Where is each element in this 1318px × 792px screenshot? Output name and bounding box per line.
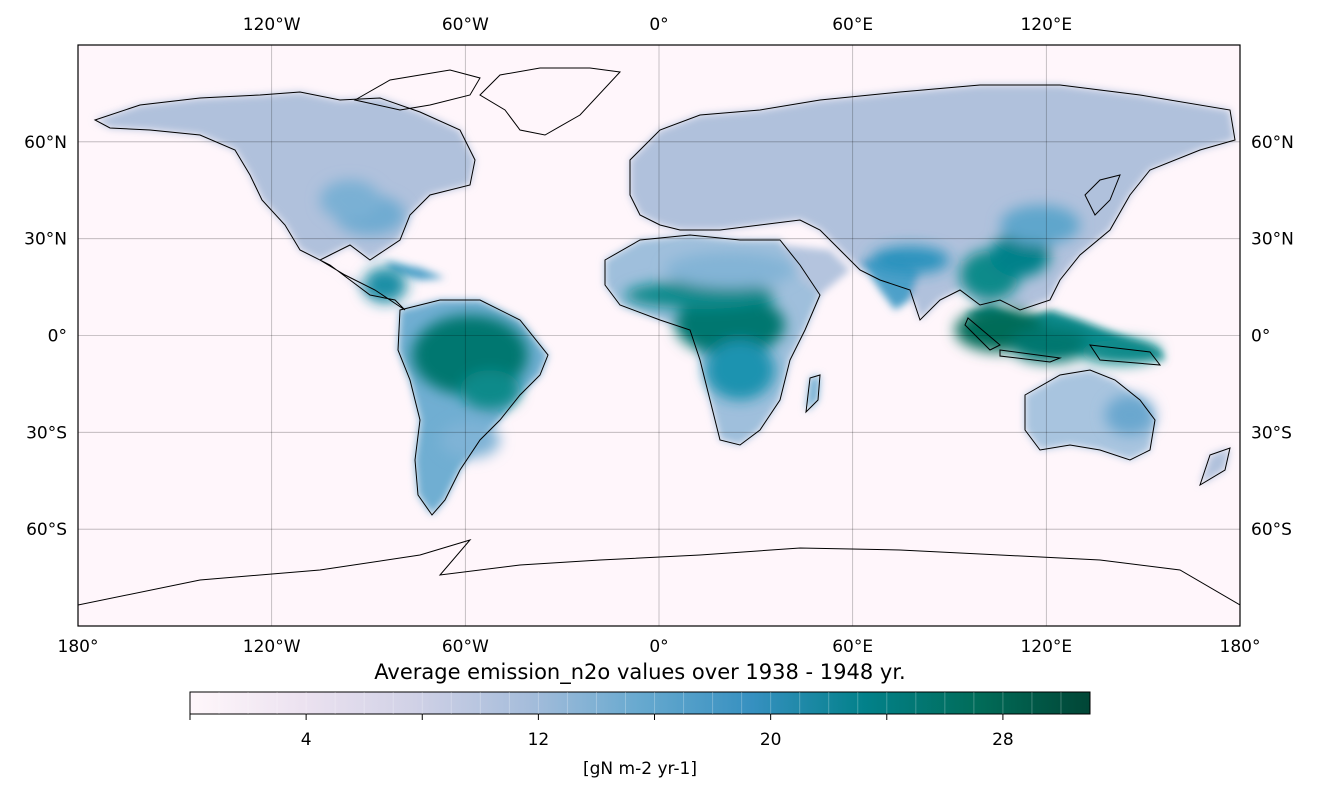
chart-title: Average emission_n2o values over 1938 - … <box>374 660 905 685</box>
right-lat-label: 0° <box>1251 327 1270 347</box>
colorbar <box>189 691 1091 715</box>
bottom-lon-label: 60°E <box>832 637 873 657</box>
bottom-lon-label: 120°W <box>243 637 301 657</box>
right-latitude-labels: 60°N 30°N 0° 30°S 60°S <box>1251 133 1294 540</box>
top-lon-label: 120°E <box>1020 15 1072 35</box>
colorbar-tick-label: 20 <box>760 730 782 750</box>
right-lat-label: 60°S <box>1251 520 1292 540</box>
bottom-lon-label: 120°E <box>1020 637 1072 657</box>
bottom-lon-label: 180° <box>1220 637 1261 657</box>
colorbar-ticks: 4 12 20 28 <box>189 714 1014 750</box>
left-lat-label: 60°N <box>24 133 67 153</box>
map-gridlines <box>78 45 1240 626</box>
colorbar-tick-label: 4 <box>301 730 312 750</box>
emission-hotspots <box>320 180 1160 458</box>
colorbar-dividers <box>218 692 1062 714</box>
bottom-lon-label: 60°W <box>442 637 489 657</box>
left-lat-label: 30°N <box>24 230 67 250</box>
left-lat-label: 60°S <box>26 520 67 540</box>
bottom-longitude-labels: 180° 120°W 60°W 0° 60°E 120°E 180° <box>58 637 1261 657</box>
colorbar-label: [gN m-2 yr-1] <box>583 759 697 779</box>
bottom-lon-label: 180° <box>58 637 99 657</box>
right-lat-label: 60°N <box>1251 133 1294 153</box>
map-layer <box>78 45 1240 626</box>
top-lon-label: 0° <box>649 15 668 35</box>
right-lat-label: 30°S <box>1251 423 1292 443</box>
top-longitude-labels: 120°W 60°W 0° 60°E 120°E <box>243 15 1072 35</box>
top-lon-label: 120°W <box>243 15 301 35</box>
left-lat-label: 0° <box>48 327 67 347</box>
map-frame <box>77 44 1241 627</box>
bottom-lon-label: 0° <box>649 637 668 657</box>
right-lat-label: 30°N <box>1251 230 1294 250</box>
colorbar-tick-label: 12 <box>528 730 550 750</box>
top-lon-label: 60°W <box>442 15 489 35</box>
colorbar-tick-label: 28 <box>992 730 1014 750</box>
left-latitude-labels: 60°N 30°N 0° 30°S 60°S <box>24 133 67 540</box>
left-lat-label: 30°S <box>26 423 67 443</box>
coastlines <box>78 67 1240 606</box>
top-lon-label: 60°E <box>832 15 873 35</box>
